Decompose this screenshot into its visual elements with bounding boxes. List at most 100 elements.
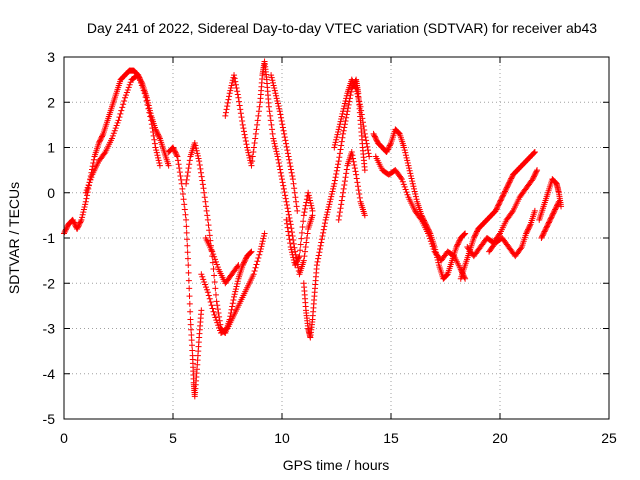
data-point <box>525 226 532 233</box>
data-point <box>113 122 120 129</box>
data-series-ab43 <box>61 58 565 400</box>
data-point <box>427 238 434 245</box>
data-point <box>202 198 209 205</box>
data-point <box>361 167 368 174</box>
data-point <box>61 229 68 236</box>
data-point <box>363 140 370 147</box>
data-point <box>210 266 217 273</box>
data-point <box>289 251 296 258</box>
data-point <box>177 172 184 179</box>
data-point <box>309 207 316 214</box>
data-point <box>304 230 311 237</box>
data-point <box>248 162 255 169</box>
data-point <box>362 134 369 141</box>
data-point <box>370 130 377 137</box>
data-point <box>252 135 259 142</box>
data-point <box>461 231 468 238</box>
data-point <box>293 259 300 266</box>
data-point <box>355 187 362 194</box>
data-point <box>259 238 266 245</box>
data-point <box>201 189 208 196</box>
data-point <box>233 283 240 290</box>
data-point <box>74 224 81 231</box>
data-point <box>385 145 392 152</box>
data-point <box>176 169 183 176</box>
data-point <box>407 172 414 179</box>
data-point <box>295 255 302 262</box>
data-point <box>212 256 219 263</box>
data-point <box>305 189 312 196</box>
data-point <box>403 154 410 161</box>
data-point <box>173 150 180 157</box>
y-tick-label: -3 <box>43 321 56 337</box>
data-point <box>188 337 195 344</box>
data-point <box>425 230 432 237</box>
data-point <box>443 272 450 279</box>
data-point <box>232 288 239 295</box>
data-point <box>530 150 537 157</box>
data-point <box>353 88 360 95</box>
data-point <box>508 175 515 182</box>
data-point <box>179 191 186 198</box>
data-point <box>396 130 403 137</box>
data-point <box>267 117 274 124</box>
data-point <box>187 308 194 315</box>
data-point <box>77 218 84 225</box>
data-point <box>523 230 530 237</box>
x-tick-label: 25 <box>601 430 617 446</box>
data-point <box>284 147 291 154</box>
data-point <box>207 237 214 244</box>
data-point <box>333 167 340 174</box>
data-point <box>287 221 294 228</box>
data-point <box>354 179 361 186</box>
data-point <box>336 213 343 220</box>
data-point <box>115 117 122 124</box>
data-point <box>139 85 146 92</box>
data-point <box>276 163 283 170</box>
data-point <box>472 231 479 238</box>
data-point <box>325 206 332 213</box>
data-point <box>196 161 203 168</box>
data-point <box>473 228 480 235</box>
data-point <box>285 228 292 235</box>
data-point <box>343 114 350 121</box>
data-point <box>213 261 220 268</box>
data-point <box>122 94 129 101</box>
data-point <box>205 222 212 229</box>
data-point <box>174 153 181 160</box>
data-point <box>548 214 555 221</box>
data-point <box>298 235 305 242</box>
data-point <box>242 255 249 262</box>
data-point <box>270 135 277 142</box>
data-point <box>97 137 104 144</box>
data-point <box>533 168 540 175</box>
data-point <box>358 107 365 114</box>
data-point <box>216 313 223 320</box>
data-point <box>297 241 304 248</box>
data-point <box>531 149 538 156</box>
data-point <box>302 244 309 251</box>
data-point <box>267 112 274 119</box>
data-point <box>82 189 89 196</box>
x-tick-label: 20 <box>492 430 508 446</box>
data-point <box>384 147 391 154</box>
data-point <box>553 202 560 209</box>
data-point <box>349 152 356 159</box>
data-point <box>337 205 344 212</box>
data-point <box>504 183 511 190</box>
data-point <box>288 246 295 253</box>
data-point <box>229 300 236 307</box>
data-point <box>260 233 267 240</box>
data-point <box>360 123 367 130</box>
data-point <box>275 156 282 163</box>
data-point <box>503 184 510 191</box>
data-point <box>98 134 105 141</box>
data-point <box>358 111 365 118</box>
data-point <box>500 191 507 198</box>
data-point <box>186 161 193 168</box>
data-point <box>541 228 548 235</box>
data-point <box>305 192 312 199</box>
data-point <box>495 201 502 208</box>
data-point <box>84 192 91 199</box>
data-point <box>499 193 506 200</box>
